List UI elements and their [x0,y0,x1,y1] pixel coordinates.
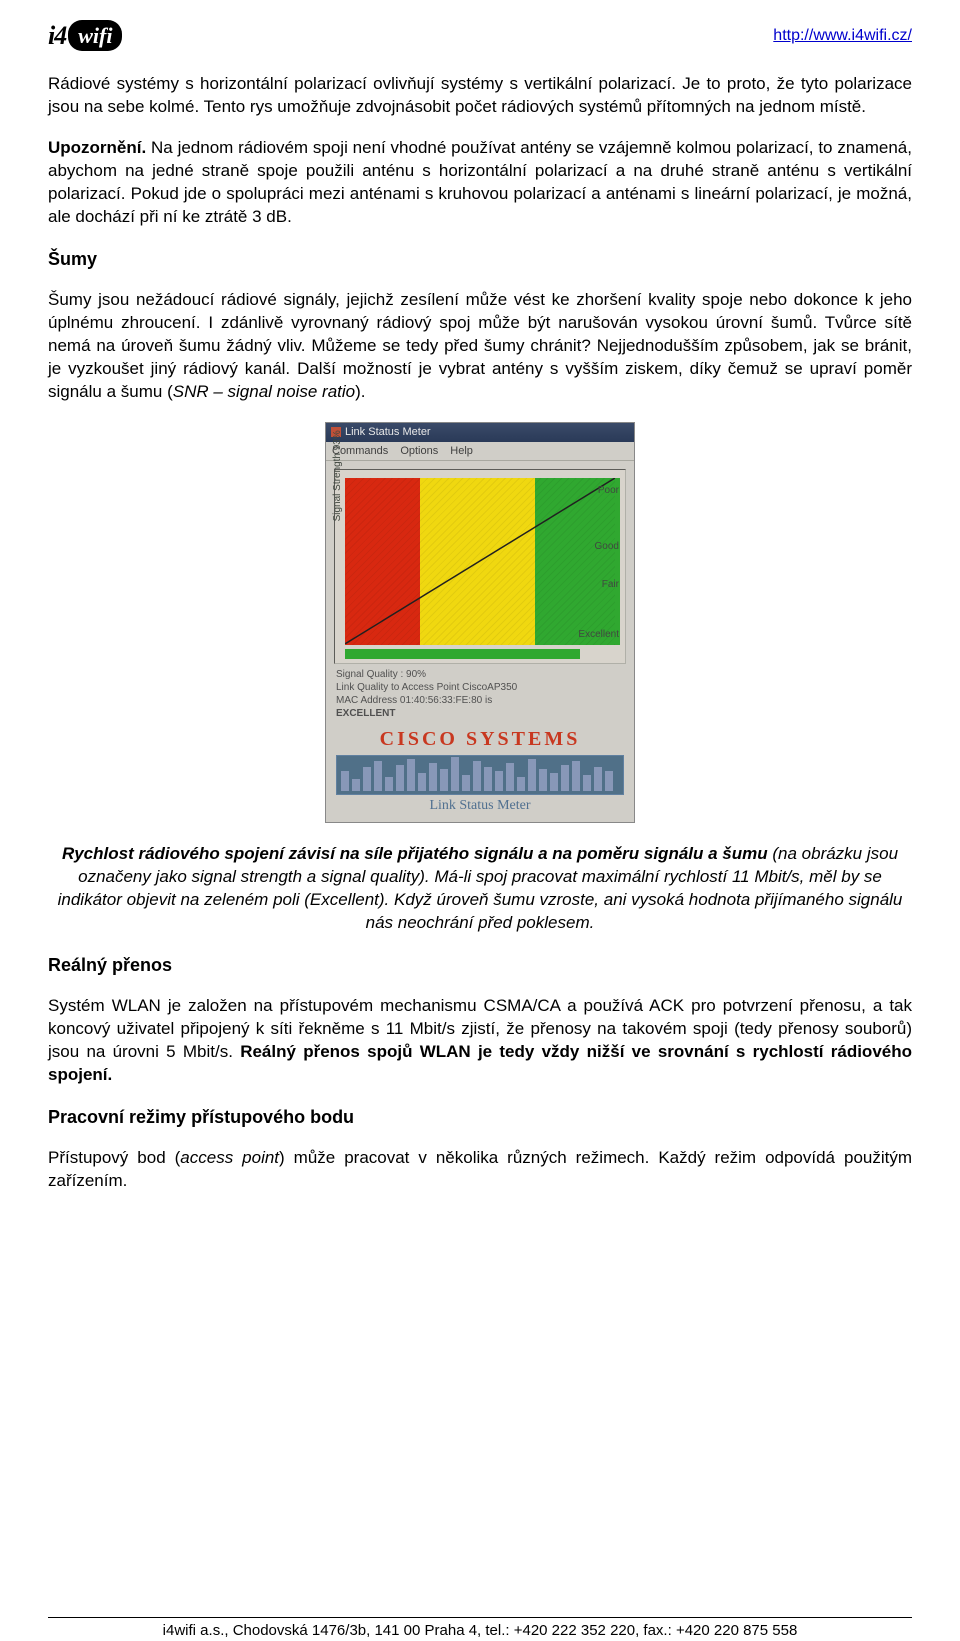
bar [506,763,514,791]
logo-text-wifi: wifi [68,20,122,52]
bar [484,767,492,791]
label-poor: Poor [598,484,619,498]
bar [539,769,547,791]
bar [605,771,613,791]
menu-help[interactable]: Help [450,445,473,457]
bar [550,773,558,791]
menubar: Commands Options Help [326,442,634,462]
bar [429,763,437,791]
bar [451,757,459,791]
bar [374,761,382,791]
noise-text-c: ). [355,382,365,401]
bar [473,761,481,791]
bar [495,771,503,791]
info-status: EXCELLENT [336,707,624,720]
page-header: i4 wifi http://www.i4wifi.cz/ [48,18,912,53]
info-block: Signal Quality : 90% Link Quality to Acc… [336,668,624,720]
bar [572,761,580,791]
bar [363,767,371,791]
bar [594,767,602,791]
band-red [345,478,420,645]
link-status-label: Link Status Meter [326,797,634,816]
bar [418,773,426,791]
caption-lead: Rychlost rádiového spojení závisí na síl… [62,844,768,863]
bar [517,777,525,791]
bar [341,771,349,791]
band-green [535,478,620,645]
signal-meter: Signal Strength 93% Poor Good Fair Excel… [334,469,626,664]
info-link-quality: Link Quality to Access Point CiscoAP350 [336,681,624,694]
paragraph-ap-modes: Přístupový bod (access point) může praco… [48,1147,912,1193]
bar [561,765,569,791]
logo: i4 wifi [48,18,122,53]
logo-text-i4: i4 [48,18,66,53]
paragraph-polarization: Rádiové systémy s horizontální polarizac… [48,73,912,119]
bar [440,769,448,791]
screenshot-container: Link Status Meter Commands Options Help … [48,422,912,824]
titlebar: Link Status Meter [326,423,634,442]
cisco-brand: CISCO SYSTEMS [326,726,634,753]
paragraph-warning: Upozornění. Na jednom rádiovém spoji nen… [48,137,912,229]
info-signal-quality: Signal Quality : 90% [336,668,624,681]
label-excellent: Excellent [578,628,619,642]
footer-text: i4wifi a.s., Chodovská 1476/3b, 141 00 P… [48,1617,912,1641]
paragraph-noise: Šumy jsou nežádoucí rádiové signály, jej… [48,289,912,404]
bar-chart [336,755,624,795]
bar [462,775,470,791]
bar [352,779,360,791]
heading-real-transfer: Reálný přenos [48,953,912,977]
warning-body: Na jednom rádiovém spoji není vhodné pou… [48,138,912,226]
paragraph-real-transfer: Systém WLAN je založen na přístupovém me… [48,995,912,1087]
heading-ap-modes: Pracovní režimy přístupového bodu [48,1105,912,1129]
bar [396,765,404,791]
figure-caption: Rychlost rádiového spojení závisí na síl… [54,843,906,935]
label-signal-strength: Signal Strength 93% [331,430,345,521]
band-yellow [420,478,535,645]
ap-a: Přístupový bod ( [48,1148,180,1167]
menu-options[interactable]: Options [400,445,438,457]
label-fair: Fair [602,578,619,592]
info-mac: MAC Address 01:40:56:33:FE:80 is [336,694,624,707]
bar [528,759,536,791]
bar [407,759,415,791]
bottom-green-bar [345,649,580,659]
ap-italic: access point [180,1148,279,1167]
heading-noise: Šumy [48,247,912,271]
cisco-window: Link Status Meter Commands Options Help … [325,422,635,824]
noise-snr-italic: SNR – signal noise ratio [173,382,355,401]
page-footer: i4wifi a.s., Chodovská 1476/3b, 141 00 P… [0,1617,960,1641]
warning-lead: Upozornění. [48,138,146,157]
bar [583,775,591,791]
header-url-link[interactable]: http://www.i4wifi.cz/ [773,25,912,47]
bar [385,777,393,791]
titlebar-text: Link Status Meter [345,425,431,440]
label-good: Good [595,540,619,554]
